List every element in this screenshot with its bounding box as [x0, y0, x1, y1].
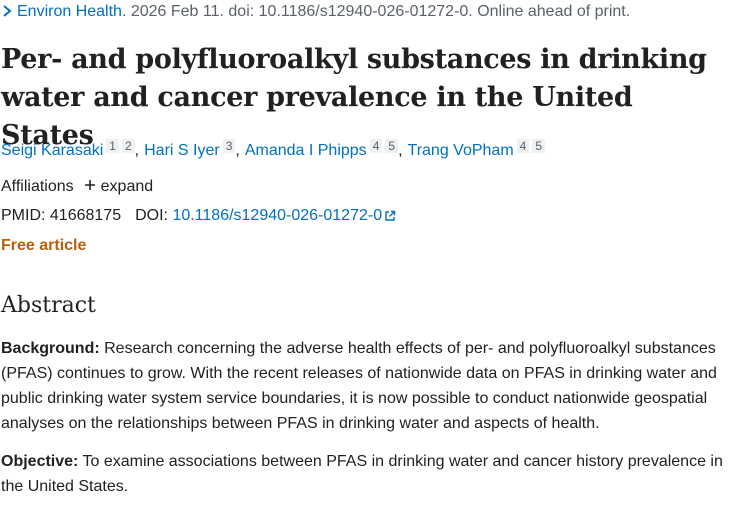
affiliation-ref[interactable]: 5: [532, 139, 546, 153]
author-link[interactable]: Amanda I Phipps: [244, 142, 367, 159]
external-link-icon: [385, 210, 396, 221]
abstract: Background: Research concerning the adve…: [1, 336, 743, 512]
separator: ,: [235, 142, 240, 159]
section-label: Background:: [1, 340, 100, 357]
author-link[interactable]: Hari S Iyer: [144, 142, 220, 159]
article-title: Per- and polyfluoroalkyl substances in d…: [1, 44, 707, 151]
section-text: Research concerning the adverse health e…: [1, 340, 717, 432]
affiliation-ref[interactable]: 4: [516, 139, 530, 153]
abstract-section: Background: Research concerning the adve…: [1, 336, 743, 436]
identifiers: PMID: 41668175 DOI: 10.1186/s12940-026-01…: [1, 207, 396, 225]
authors: Seigi Karasaki 1 2, Hari S Iyer 3, Amanda I P…: [1, 139, 546, 160]
doi-link[interactable]: 10.1186/s12940-026-01272-0: [172, 207, 383, 224]
affiliations-row: Affiliations expand: [1, 178, 153, 196]
free-article: Free article: [1, 237, 87, 254]
section-text: To examine associations between PFAS in …: [1, 453, 723, 495]
author-link[interactable]: Seigi Karasaki: [1, 142, 104, 159]
affiliation-ref[interactable]: 4: [369, 139, 383, 153]
affiliation-ref[interactable]: 2: [121, 139, 135, 153]
affiliation-ref[interactable]: 5: [385, 139, 399, 153]
section-label: Objective:: [1, 453, 79, 470]
author-link[interactable]: Trang VoPham: [407, 142, 514, 159]
journal-link[interactable]: Environ Health.: [17, 3, 127, 20]
chevron-icon: [3, 5, 12, 17]
separator: ,: [134, 142, 140, 159]
citation: Environ Health. 2026 Feb 11. doi: 10.118…: [1, 3, 630, 21]
affiliations-label: Affiliations: [1, 178, 74, 195]
citation-details: 2026 Feb 11. doi: 10.1186/s12940-026-012…: [130, 3, 631, 20]
separator: ,: [398, 142, 403, 159]
affiliation-ref[interactable]: 1: [106, 139, 119, 153]
affiliation-ref[interactable]: 3: [222, 139, 236, 153]
doi-label: DOI:: [135, 207, 168, 224]
body: Environ Health. 2026 Feb 11. doi: 10.118…: [1, 3, 723, 495]
plus-icon[interactable]: [84, 179, 96, 191]
page: PubMed article {"citation": {"journal": …: [1, 3, 723, 495]
abstract-heading: Abstract: [1, 293, 96, 318]
abstract-section: Objective: To examine associations betwe…: [1, 449, 743, 499]
pmid: 41668175: [49, 207, 122, 224]
expand-toggle[interactable]: expand: [100, 178, 154, 195]
pmid-label: PMID:: [1, 207, 46, 224]
